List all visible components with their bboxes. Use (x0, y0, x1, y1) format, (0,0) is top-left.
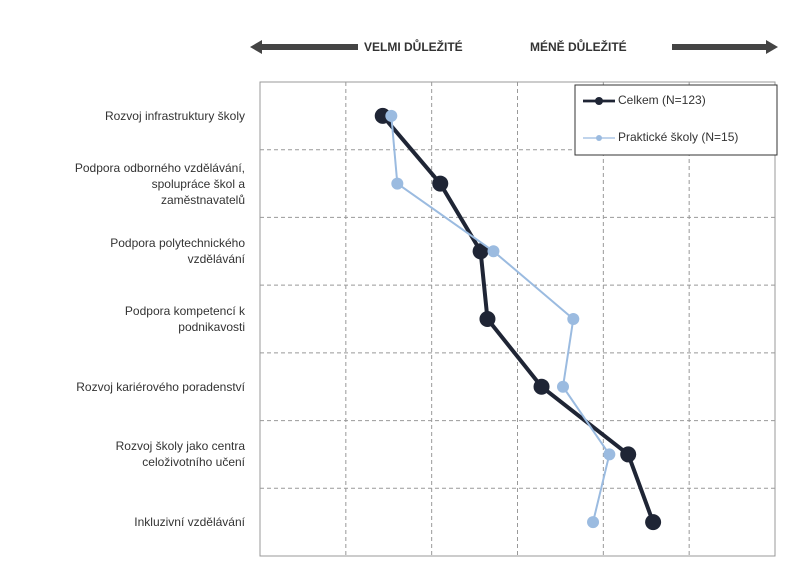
marker (374, 107, 391, 124)
category-label: Podpora polytechnického vzdělávání (110, 236, 245, 267)
legend-box (574, 84, 778, 156)
right-arrow (672, 40, 778, 54)
category-label: Podpora kompetencí k podnikavosti (124, 304, 245, 334)
marker (487, 245, 500, 258)
legend-marker (595, 97, 603, 105)
marker (385, 109, 398, 122)
marker (620, 446, 637, 463)
marker (645, 514, 662, 531)
marker (533, 378, 550, 395)
legend-label: Praktické školy (N=15) (618, 130, 738, 144)
legend-marker (596, 135, 602, 141)
category-label: Podpora odborného vzdělávání, spolupráce… (74, 160, 245, 207)
marker (391, 177, 404, 190)
marker (587, 516, 600, 529)
legend-label: Celkem (N=123) (618, 93, 706, 107)
category-label: Rozvoj školy jako centra celoživotního u… (115, 439, 245, 470)
marker (567, 313, 580, 325)
marker (479, 311, 496, 327)
category-label: Rozvoj kariérového poradenství (76, 379, 245, 394)
header-left: VELMI DŮLEŽITÉ (364, 38, 463, 54)
category-label: Inkluzivní vzdělávání (134, 515, 245, 530)
header-right: MÉNĚ DŮLEŽITÉ (530, 38, 627, 54)
marker (432, 175, 449, 192)
marker (556, 380, 569, 393)
left-arrow (250, 40, 358, 54)
category-label: Rozvoj infrastruktury školy (104, 108, 245, 123)
marker (472, 243, 489, 260)
marker (603, 448, 616, 461)
